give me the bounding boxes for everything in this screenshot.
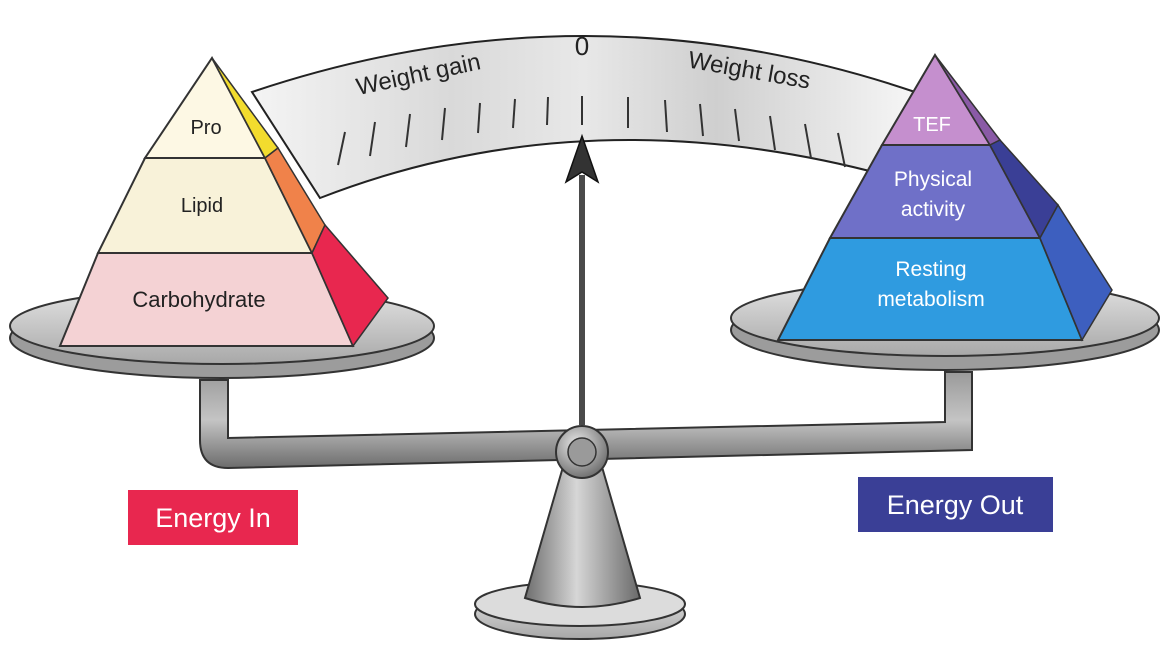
scale-beam bbox=[199, 371, 973, 470]
carbohydrate-side-face bbox=[311, 223, 389, 348]
energy-out-box: Energy Out bbox=[858, 477, 1053, 532]
metabolism-label: metabolism bbox=[877, 288, 984, 311]
energy-out-pyramid: TEF Physical activity Resting metabolism bbox=[776, 53, 1113, 342]
weight-dial: 0 Weight gain Weight loss bbox=[250, 31, 917, 200]
scale-pivot bbox=[555, 425, 609, 479]
scale-stand bbox=[474, 459, 686, 640]
energy-in-box: Energy In bbox=[128, 490, 298, 545]
physical-label: Physical bbox=[894, 168, 972, 191]
energy-out-label: Energy Out bbox=[887, 490, 1024, 520]
dial-ticks bbox=[337, 96, 846, 168]
dial-zero-label: 0 bbox=[575, 31, 589, 61]
energy-in-pyramid: Pro Lipid Carbohydrate bbox=[58, 56, 389, 348]
lipid-label: Lipid bbox=[181, 195, 223, 217]
resting-side-face bbox=[1039, 203, 1113, 342]
energy-in-label: Energy In bbox=[155, 503, 271, 533]
pro-label: Pro bbox=[190, 117, 221, 139]
carbohydrate-label: Carbohydrate bbox=[132, 287, 265, 312]
resting-label: Resting bbox=[895, 258, 966, 281]
tef-label: TEF bbox=[913, 114, 951, 136]
dial-needle bbox=[564, 133, 600, 425]
scale-post bbox=[523, 459, 642, 608]
activity-label: activity bbox=[901, 198, 966, 221]
